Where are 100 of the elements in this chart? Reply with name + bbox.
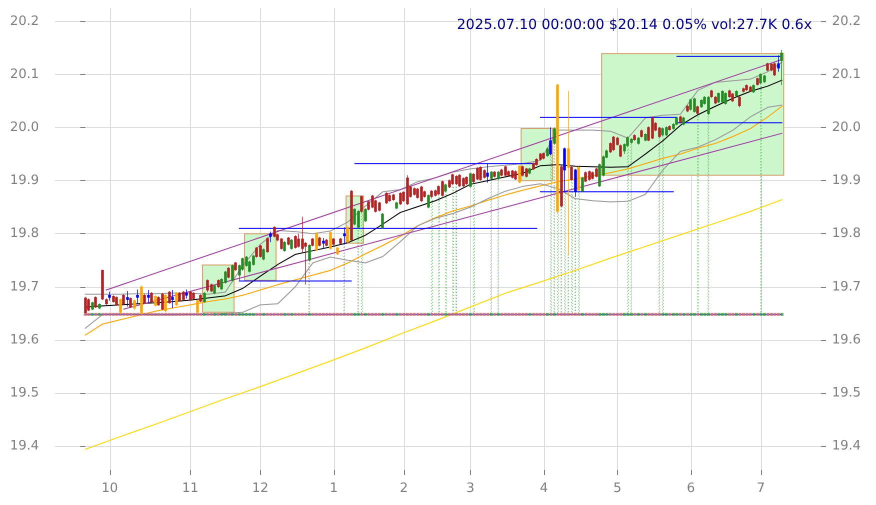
candlestick (147, 290, 150, 304)
x-tick-label: 6 (686, 481, 696, 496)
candlestick (738, 96, 741, 108)
candlestick (749, 86, 752, 92)
candlestick (115, 296, 118, 306)
y2-tick-label: 20.2 (832, 14, 861, 29)
candlestick (329, 231, 332, 250)
y-tick-label: 19.5 (10, 386, 39, 400)
candlestick (175, 292, 178, 306)
candlestick (91, 301, 94, 311)
candlestick (122, 294, 125, 306)
candlestick (192, 292, 195, 300)
candlestick (395, 201, 398, 210)
candlestick (773, 62, 776, 76)
candlestick (710, 89, 713, 98)
candlestick (360, 195, 363, 213)
candlestick (532, 162, 535, 170)
x-tick-label: 1 (330, 481, 338, 496)
candlestick (756, 77, 759, 86)
candlestick (112, 294, 115, 304)
candlestick (570, 166, 573, 181)
candlestick (196, 299, 199, 314)
candlestick (325, 238, 328, 247)
candlestick (98, 302, 101, 310)
candlestick (133, 299, 136, 311)
candlestick (374, 199, 377, 213)
candlestick (385, 192, 388, 204)
candlestick (766, 62, 769, 72)
candlestick (262, 248, 265, 261)
candlestick (668, 125, 671, 132)
candlestick (143, 294, 146, 304)
candlestick (199, 294, 202, 303)
candlestick (521, 165, 524, 177)
candlestick (584, 171, 587, 183)
candlestick (129, 297, 132, 308)
candlestick (136, 289, 139, 304)
y-tick-label: 19.8 (10, 226, 39, 242)
candlestick (525, 167, 528, 178)
candlestick (259, 244, 262, 258)
candlestick (546, 147, 549, 158)
candlestick (353, 208, 356, 226)
candlestick (378, 201, 381, 212)
candlestick (591, 171, 594, 180)
candlestick (339, 238, 342, 245)
candlestick (595, 167, 598, 178)
candlestick (273, 226, 276, 238)
candlestick (381, 212, 384, 230)
candlestick (94, 296, 97, 308)
candlestick (500, 168, 503, 177)
candlestick (357, 210, 360, 229)
candlestick (763, 74, 766, 84)
y2-tick-label: 19.8 (832, 226, 861, 242)
candlestick (549, 127, 552, 156)
candlestick (150, 292, 153, 304)
candlestick (399, 192, 402, 206)
candlestick (490, 170, 493, 180)
candlestick (255, 246, 258, 258)
y2-tick-label: 19.4 (832, 438, 861, 454)
candlestick (434, 189, 437, 197)
candlestick (234, 261, 237, 272)
x-tick-label: 12 (252, 481, 269, 496)
x-tick-label: 11 (182, 481, 199, 496)
candlestick (283, 240, 286, 252)
candlestick (700, 98, 703, 108)
candlestick (640, 129, 643, 138)
candlestick (269, 231, 272, 243)
candlestick (164, 294, 167, 313)
candlestick (745, 84, 748, 92)
y-tick-label: 19.7 (10, 279, 39, 294)
candlestick (280, 238, 283, 250)
candlestick (189, 290, 192, 301)
y-tick-label: 20.1 (10, 66, 39, 82)
candlestick (364, 208, 367, 222)
candlestick (682, 116, 685, 126)
candlestick (168, 290, 171, 304)
candlestick (185, 289, 188, 299)
candlestick (721, 90, 724, 104)
candlestick (336, 246, 339, 256)
candlestick (724, 92, 727, 105)
candlestick (675, 116, 678, 126)
candlestick (318, 236, 321, 247)
candlestick (210, 283, 213, 292)
candlestick (504, 165, 507, 177)
candlestick (612, 136, 615, 152)
candlestick (497, 170, 500, 180)
candlestick (416, 188, 419, 199)
candlestick (633, 134, 636, 142)
candlestick (266, 237, 269, 254)
candlestick (469, 172, 472, 188)
candlestick (350, 190, 353, 242)
candlestick (717, 92, 720, 104)
candlestick (707, 96, 710, 116)
candlestick (427, 194, 430, 209)
candlestick (528, 167, 531, 175)
candlestick (441, 180, 444, 197)
candlestick (413, 187, 416, 196)
candlestick (154, 294, 157, 307)
candlestick (420, 186, 423, 202)
candlestick (728, 89, 731, 98)
candlestick (493, 170, 496, 178)
